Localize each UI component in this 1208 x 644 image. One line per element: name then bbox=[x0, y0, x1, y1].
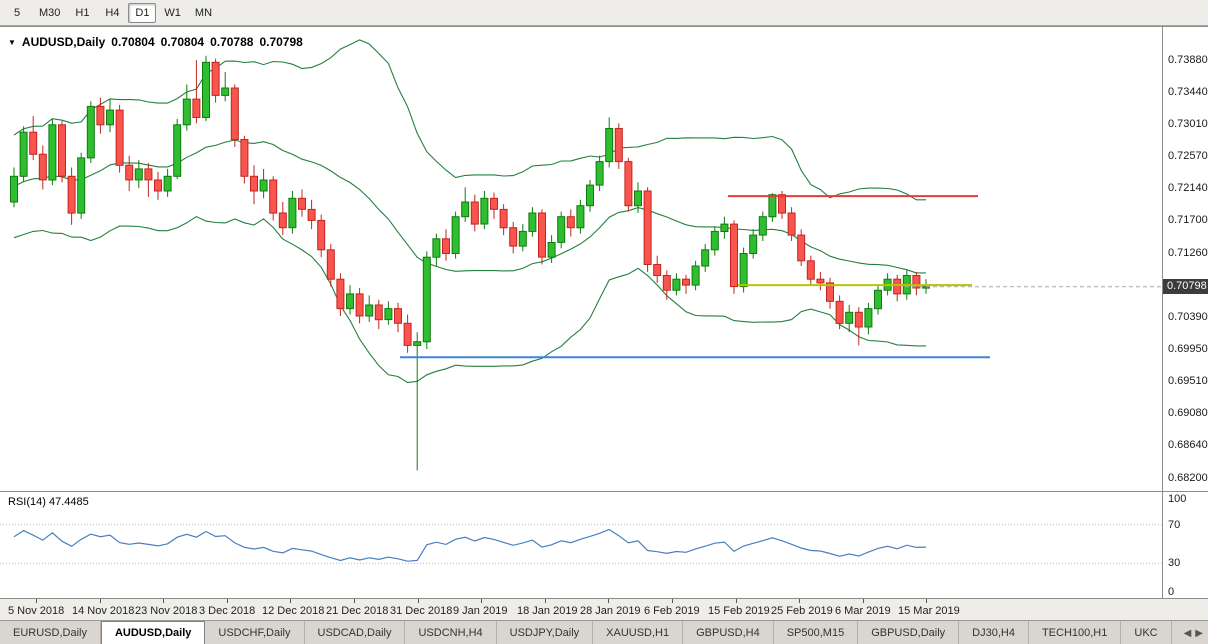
price-axis-label: 0.73440 bbox=[1168, 86, 1208, 98]
chart-high: 0.70804 bbox=[160, 35, 205, 49]
price-axis-label: 0.69510 bbox=[1168, 375, 1208, 387]
time-axis-tick bbox=[227, 599, 228, 603]
time-axis-label: 31 Dec 2018 bbox=[390, 605, 453, 617]
price-axis-label: 0.68200 bbox=[1168, 472, 1208, 484]
time-axis-tick bbox=[418, 599, 419, 603]
price-axis-label: 0.73880 bbox=[1168, 54, 1208, 66]
timeframe-button-5[interactable]: 5 bbox=[13, 6, 21, 19]
tab-eurusd-daily[interactable]: EURUSD,Daily bbox=[0, 621, 101, 644]
time-axis-label: 28 Jan 2019 bbox=[580, 605, 641, 617]
tab-usdchf-daily[interactable]: USDCHF,Daily bbox=[205, 621, 305, 644]
symbol-dropdown-icon[interactable]: ▼ bbox=[8, 37, 16, 47]
tab-scroll-left-icon[interactable]: ◀ bbox=[1183, 627, 1192, 639]
candles-layer bbox=[10, 55, 930, 471]
chart-close: 0.70798 bbox=[259, 35, 303, 49]
price-axis-label: 0.73010 bbox=[1168, 118, 1208, 130]
time-axis-label: 9 Jan 2019 bbox=[453, 605, 508, 617]
rsi-axis-label: 70 bbox=[1168, 519, 1181, 531]
rsi-axis-label: 0 bbox=[1168, 586, 1175, 598]
tab-tech100-h1[interactable]: TECH100,H1 bbox=[1029, 621, 1122, 644]
time-axis-tick bbox=[36, 599, 37, 603]
tab-ukc[interactable]: UKC bbox=[1121, 621, 1172, 644]
bollinger-lower-band bbox=[13, 215, 926, 384]
price-scale[interactable]: 0.70798 0.73880 0.73440 0.73010 0.72570 0.72… bbox=[1163, 27, 1208, 598]
tab-scroll-controls: ◀ ▶ bbox=[1180, 621, 1206, 644]
time-axis-tick bbox=[545, 599, 546, 603]
rsi-panel bbox=[0, 492, 1162, 598]
tab-usdcnh-h4[interactable]: USDCNH,H4 bbox=[405, 621, 497, 644]
chart-symbol: AUDUSD,Daily bbox=[21, 35, 106, 49]
rsi-axis-label: 30 bbox=[1168, 557, 1181, 569]
panel-separator[interactable] bbox=[0, 491, 1208, 492]
price-axis-label: 0.72570 bbox=[1168, 150, 1208, 162]
timeframe-toolbar: 5 M30 H1 H4 D1 W1 MN bbox=[0, 0, 1208, 26]
bollinger-middle-band bbox=[13, 139, 926, 274]
tab-gbpusd-h4[interactable]: GBPUSD,H4 bbox=[683, 621, 774, 644]
chart-tab-bar: EURUSD,Daily AUDUSD,Daily USDCHF,Daily USDC… bbox=[0, 620, 1208, 644]
time-axis-label: 6 Mar 2019 bbox=[835, 605, 891, 617]
time-axis-tick bbox=[608, 599, 609, 603]
chart-title: ▼ AUDUSD,Daily 0.70804 0.70804 0.70788 0… bbox=[8, 35, 303, 49]
time-axis-label: 14 Nov 2018 bbox=[72, 605, 135, 617]
price-axis-label: 0.70390 bbox=[1168, 311, 1208, 323]
time-axis-label: 15 Mar 2019 bbox=[898, 605, 960, 617]
time-axis-separator bbox=[0, 598, 1208, 599]
tab-gbpusd-daily[interactable]: GBPUSD,Daily bbox=[858, 621, 960, 644]
tab-dj30-h4[interactable]: DJ30,H4 bbox=[959, 621, 1029, 644]
time-axis-label: 12 Dec 2018 bbox=[262, 605, 325, 617]
rsi-indicator-label: RSI(14) 47.4485 bbox=[8, 496, 89, 508]
time-axis-label: 18 Jan 2019 bbox=[517, 605, 578, 617]
price-axis-label: 0.71260 bbox=[1168, 247, 1208, 259]
time-axis-tick bbox=[354, 599, 355, 603]
time-axis-tick bbox=[290, 599, 291, 603]
chart-low: 0.70788 bbox=[210, 35, 254, 49]
time-axis-tick bbox=[863, 599, 864, 603]
price-chart-canvas[interactable] bbox=[0, 27, 1162, 491]
time-axis-tick bbox=[481, 599, 482, 603]
rsi-axis-label: 100 bbox=[1168, 493, 1187, 505]
time-axis-label: 23 Nov 2018 bbox=[135, 605, 198, 617]
tab-scroll-right-icon[interactable]: ▶ bbox=[1195, 627, 1203, 639]
price-chart-plot bbox=[0, 27, 1162, 491]
time-axis-tick bbox=[799, 599, 800, 603]
time-axis-tick bbox=[100, 599, 101, 603]
timeframe-button-mn[interactable]: MN bbox=[194, 6, 213, 19]
time-axis-tick bbox=[736, 599, 737, 603]
time-axis-tick bbox=[672, 599, 673, 603]
time-axis-label: 3 Dec 2018 bbox=[199, 605, 256, 617]
chart-open: 0.70804 bbox=[111, 35, 155, 49]
time-axis-label: 25 Feb 2019 bbox=[771, 605, 833, 617]
timeframe-button-h1[interactable]: H1 bbox=[75, 6, 90, 19]
price-scale-divider bbox=[1162, 27, 1163, 598]
tab-xauusd-h1[interactable]: XAUUSD,H1 bbox=[593, 621, 684, 644]
price-axis-label: 0.69080 bbox=[1168, 407, 1208, 419]
rsi-value: 47.4485 bbox=[48, 496, 89, 508]
tab-usdcad-daily[interactable]: USDCAD,Daily bbox=[305, 621, 406, 644]
time-axis-tick bbox=[163, 599, 164, 603]
timeframe-button-m30[interactable]: M30 bbox=[39, 6, 61, 19]
price-axis-label: 0.68640 bbox=[1168, 439, 1208, 451]
current-price-badge: 0.70798 bbox=[1163, 279, 1208, 294]
tab-audusd-daily[interactable]: AUDUSD,Daily bbox=[100, 621, 206, 644]
time-axis-tick bbox=[926, 599, 927, 603]
time-axis-label: 6 Feb 2019 bbox=[644, 605, 700, 617]
time-axis-label: 21 Dec 2018 bbox=[326, 605, 389, 617]
time-axis-label: 5 Nov 2018 bbox=[8, 605, 65, 617]
rsi-line bbox=[13, 528, 927, 562]
time-axis-label: 15 Feb 2019 bbox=[708, 605, 770, 617]
price-axis-label: 0.69950 bbox=[1168, 343, 1208, 355]
time-axis[interactable]: 5 Nov 2018 14 Nov 2018 23 Nov 2018 3 Dec 20… bbox=[0, 599, 1208, 621]
rsi-chart-canvas[interactable] bbox=[0, 492, 1162, 598]
bollinger-upper-band bbox=[13, 39, 926, 201]
timeframe-button-h4[interactable]: H4 bbox=[105, 6, 120, 19]
timeframe-button-w1[interactable]: W1 bbox=[164, 6, 181, 19]
chart-area: ▼ AUDUSD,Daily 0.70804 0.70804 0.70788 0… bbox=[0, 26, 1208, 621]
price-axis-label: 0.71700 bbox=[1168, 214, 1208, 226]
tab-usdjpy-daily[interactable]: USDJPY,Daily bbox=[497, 621, 594, 644]
timeframe-button-d1[interactable]: D1 bbox=[128, 2, 157, 23]
price-axis-label: 0.72140 bbox=[1168, 182, 1208, 194]
tab-sp500-m15[interactable]: SP500,M15 bbox=[774, 621, 859, 644]
